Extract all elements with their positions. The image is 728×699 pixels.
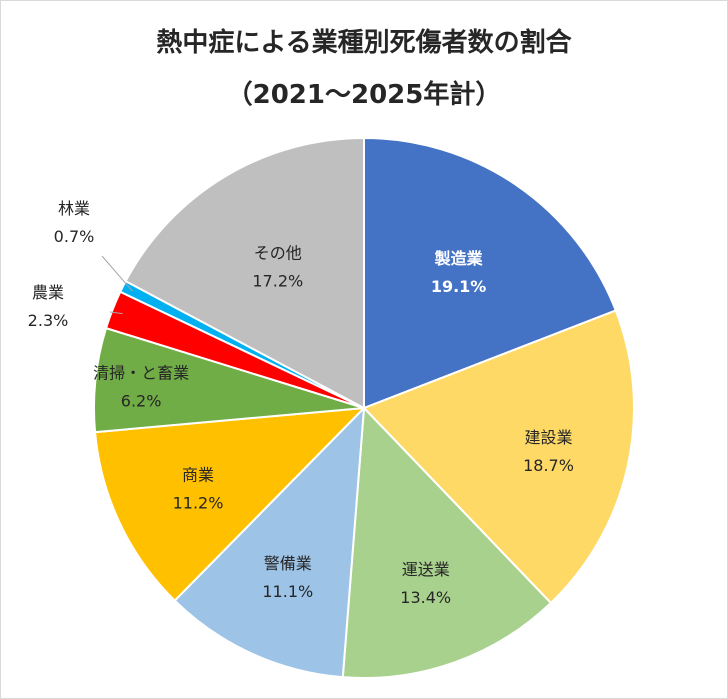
slice-category-label: 製造業 (434, 249, 484, 268)
slice-value-label: 11.2% (173, 494, 224, 513)
pie-slice-5 (93, 406, 367, 602)
pie-slice-1 (363, 136, 618, 410)
slice-value-label: 13.4% (400, 588, 451, 607)
slice-category-label: その他 (254, 244, 302, 263)
chart-subtitle: （2021～2025年計） (226, 80, 502, 110)
slice-value-label: 6.2% (121, 391, 162, 410)
leader-lines (101, 255, 133, 315)
slice-category-label: 建設業 (524, 428, 572, 447)
pie-slice-3 (341, 405, 553, 679)
slice-category-label: 運送業 (402, 560, 450, 579)
slice-category-label: 警備業 (264, 554, 312, 573)
slice-category-label: 商業 (182, 466, 214, 485)
chart-title: 熱中症による業種別死傷者数の割合 (156, 28, 572, 58)
slice-labels: 製造業 19.1% 建設業 18.7% 運送業 13.4% 警備業 11.1% 商業 11.2% 清… (28, 199, 574, 607)
pie-slice-2 (362, 309, 635, 605)
slice-value-label: 19.1% (431, 277, 487, 296)
pie-slices (93, 136, 635, 679)
pie-slice-9 (124, 136, 365, 410)
leader-line-8 (101, 255, 133, 292)
slice-category-label: 清掃・と畜業 (93, 363, 189, 382)
slice-category-label: 農業 (32, 283, 64, 302)
slice-value-label: 17.2% (252, 272, 303, 291)
slice-category-label: 林業 (58, 199, 90, 218)
leader-line-7 (109, 311, 123, 315)
slice-value-label: 0.7% (54, 227, 95, 246)
slice-value-label: 11.1% (262, 582, 313, 601)
slice-value-label: 2.3% (28, 311, 69, 330)
slice-value-label: 18.7% (523, 456, 574, 475)
pie-slice-4 (173, 405, 366, 679)
